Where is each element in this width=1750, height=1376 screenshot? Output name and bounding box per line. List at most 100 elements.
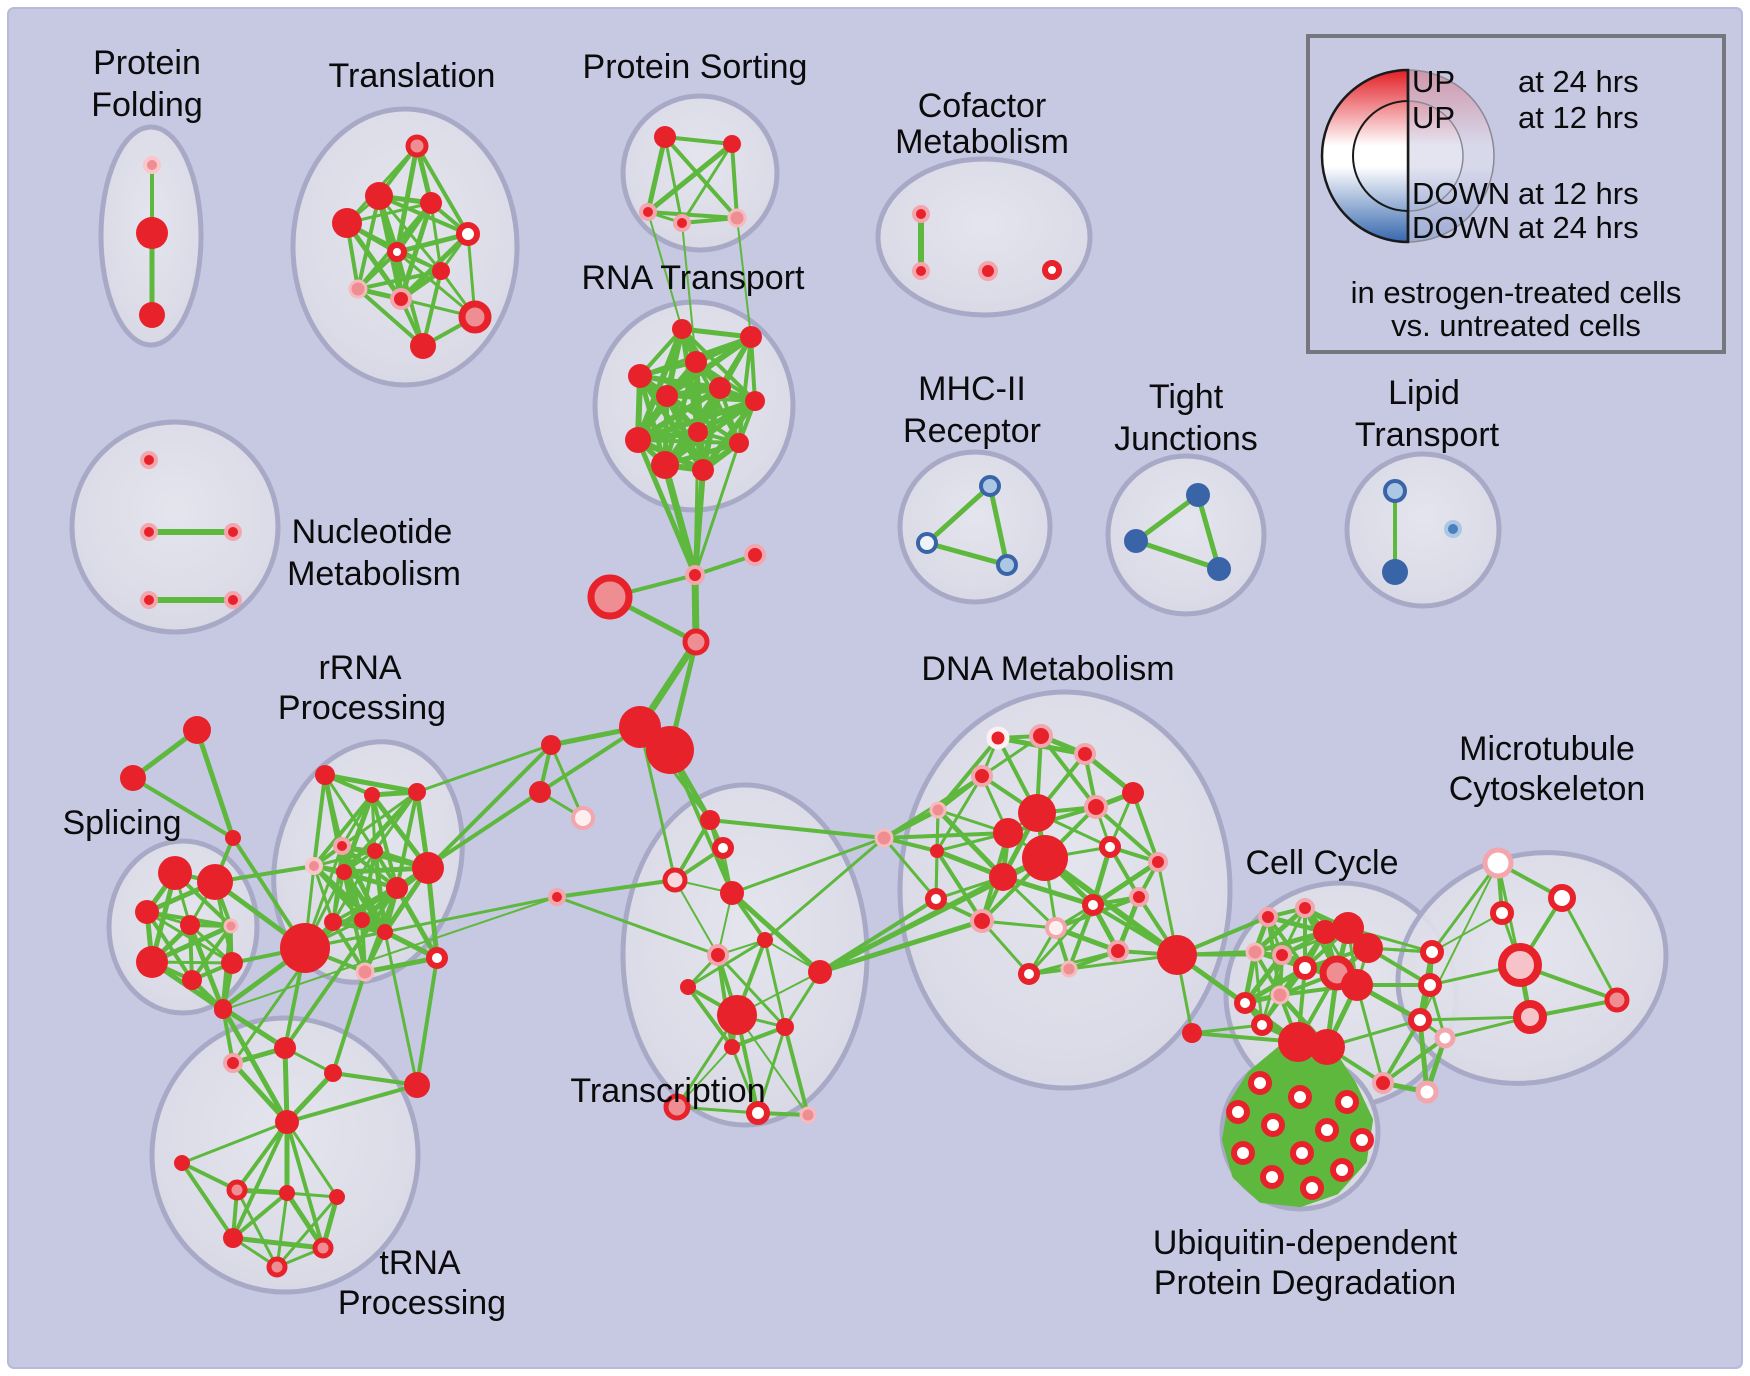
node-dna — [874, 828, 894, 848]
node-translation — [390, 288, 412, 310]
node-nucleotide — [224, 523, 242, 541]
node-translation — [456, 222, 480, 246]
legend-row-up-12: UP at 12 hrs — [1310, 100, 1722, 136]
cluster-label: Cell Cycle — [1245, 844, 1398, 882]
edge — [645, 134, 668, 215]
legend-direction: UP — [1412, 100, 1456, 135]
node-trna — [312, 1237, 334, 1259]
edge — [635, 326, 685, 443]
node-ubiquitin — [1300, 1176, 1324, 1200]
node-protein_folding — [136, 217, 168, 249]
edge — [686, 985, 734, 1049]
node-translation — [410, 333, 436, 359]
edge — [180, 1120, 289, 1165]
node-ubiquitin — [1260, 1165, 1284, 1189]
node-ubiquitin — [1315, 1118, 1339, 1142]
cluster-label: Nucleotide — [292, 513, 453, 551]
node-protein_folding — [139, 302, 165, 328]
edge — [663, 135, 739, 220]
cluster-label: Receptor — [903, 412, 1041, 450]
edge — [935, 849, 984, 923]
node-hub_chain — [541, 735, 561, 755]
node-cellcycle — [1420, 940, 1444, 964]
edge — [924, 540, 1010, 568]
node-dna — [1148, 852, 1168, 872]
edge — [987, 483, 1010, 568]
node-transcription — [662, 867, 688, 893]
node-ubiquitin — [1330, 1158, 1354, 1182]
edge — [1042, 855, 1180, 958]
cluster-label: Lipid — [1388, 374, 1460, 412]
edge — [370, 793, 399, 890]
node-microtubule — [1513, 1000, 1547, 1034]
node-translation — [332, 208, 362, 238]
node-transcription — [724, 1039, 740, 1055]
node-rrna — [354, 912, 370, 928]
edge — [394, 885, 440, 961]
node-cellcycle — [1309, 1029, 1345, 1065]
node-transcription — [799, 1106, 817, 1124]
cluster-label: Folding — [91, 86, 203, 124]
edge — [676, 1046, 733, 1108]
node-trna — [214, 999, 232, 1017]
edge — [1560, 896, 1619, 1002]
edge — [674, 879, 719, 956]
node-cellcycle — [1278, 1022, 1318, 1062]
cluster-ellipse-lipid — [1344, 451, 1502, 609]
edge — [1133, 538, 1222, 572]
node-dna — [925, 888, 947, 910]
node-translation — [420, 192, 442, 214]
edge — [340, 844, 399, 890]
node-rrna — [367, 843, 383, 859]
edge — [190, 924, 233, 982]
node-link_dc — [1157, 935, 1197, 975]
edge — [344, 220, 404, 302]
legend-direction: UP — [1412, 64, 1456, 99]
edge — [415, 144, 470, 236]
node-dna — [993, 818, 1023, 848]
node-microtubule — [1548, 884, 1576, 912]
edge — [373, 790, 419, 853]
node-dna — [1129, 887, 1149, 907]
node-splicing — [180, 915, 200, 935]
node-dna — [970, 909, 994, 933]
edge — [275, 1195, 339, 1269]
node-cellcycle — [1353, 933, 1383, 963]
edge — [395, 790, 419, 890]
edge — [362, 955, 440, 975]
node-lipid — [1382, 559, 1408, 585]
node-mhc — [916, 532, 938, 554]
edge — [882, 836, 938, 901]
edge — [549, 743, 585, 820]
node-tight — [1207, 557, 1231, 581]
edge — [665, 394, 757, 403]
cluster-ellipse-mhc — [897, 449, 1053, 605]
node-rna_transport — [709, 377, 731, 399]
node-transcription — [746, 1101, 770, 1125]
edge — [935, 774, 984, 853]
node-rrna — [280, 923, 330, 973]
edge — [680, 142, 734, 225]
node-trna — [174, 1155, 190, 1171]
node-hub_chain — [685, 565, 705, 585]
node-transcription — [548, 888, 566, 906]
node-rrna — [355, 962, 375, 982]
cluster-label: Metabolism — [287, 555, 461, 593]
node-mhc — [979, 475, 1001, 497]
edge — [285, 1120, 339, 1199]
node-microtubule — [1604, 987, 1630, 1013]
edge — [980, 919, 1058, 930]
node-translation — [458, 300, 492, 334]
node-rna_transport — [729, 433, 749, 453]
node-lipid — [1383, 479, 1407, 503]
node-lipid — [1444, 520, 1462, 538]
cluster-label: Cofactor — [918, 87, 1047, 125]
node-transcription — [720, 881, 744, 905]
node-ubiquitin — [1261, 1113, 1285, 1137]
node-trna — [223, 1228, 243, 1248]
node-splicing — [197, 864, 233, 900]
node-mhc — [996, 554, 1018, 576]
edge — [394, 231, 471, 255]
node-rrna — [377, 924, 393, 940]
node-transcription — [717, 995, 757, 1035]
